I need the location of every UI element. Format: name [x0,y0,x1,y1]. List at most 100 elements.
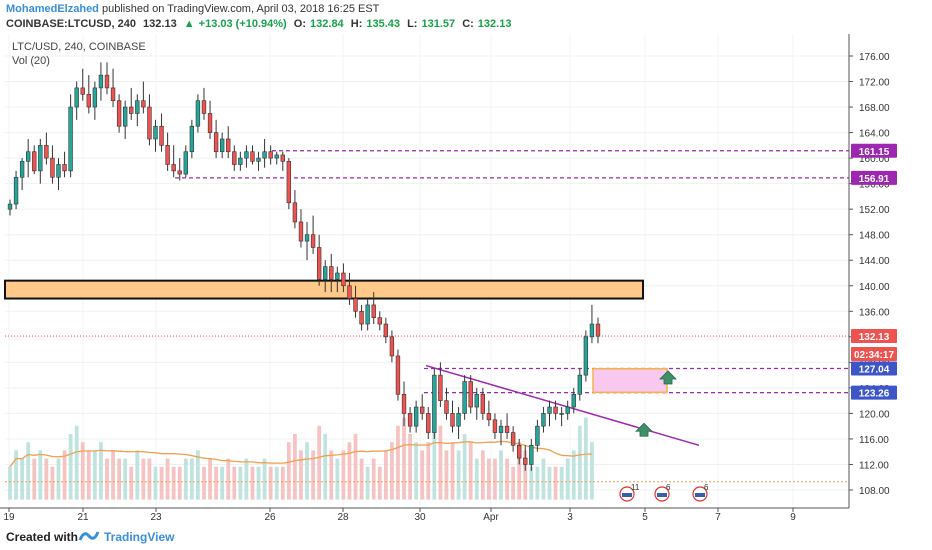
candle-body [468,381,473,408]
candle-body [110,87,116,101]
arrow-up-icon [635,422,653,437]
volume-bar [86,450,91,500]
volume-bar [390,442,394,500]
volume-bar [432,401,437,500]
volume-bar [426,442,431,500]
volume-bar [353,433,358,500]
candle-body [316,247,322,280]
candle-body [492,419,498,433]
candle-body [547,406,552,414]
close-label: C: [462,18,474,30]
candle-body [213,132,219,153]
candle-body [250,151,255,162]
candle-body [456,413,461,427]
price-axis-label-bg [851,328,897,343]
volume-bar [590,442,594,500]
volume-bar [147,458,152,500]
volume-bar [208,458,212,500]
price-tick-label: 160.00 [859,154,890,165]
candle-body [232,151,237,165]
candle-body [389,336,395,357]
resistance-zone [4,279,644,300]
candle-body [407,413,413,427]
tradingview-logo-icon [78,531,100,541]
price-tick-label: 120.00 [859,409,890,420]
candle-body [365,304,370,325]
low-value: 131.57 [421,18,456,30]
volume-bar [523,450,528,500]
volume-bar [129,466,134,500]
volume-bar [250,466,255,500]
volume-bar [159,466,164,500]
candle-body [347,285,352,299]
tradingview-link[interactable]: TradingView [104,530,175,544]
candle-body [529,445,534,465]
price-axis-label: 02:34:17 [854,350,894,361]
published-text: published on TradingView.com, April 03, … [101,3,380,15]
candles [7,62,601,471]
candle-body [201,100,207,114]
volume-bar [62,450,67,500]
volume-bar [341,450,346,500]
volume-bar [274,466,279,500]
volume-bar [299,450,303,500]
volume-bar [165,458,170,500]
volume-bar [347,442,352,500]
candle-body [377,317,382,325]
volume-bar [80,442,85,500]
volume-bar [189,458,194,500]
volume-bar [50,466,55,500]
volume-bar [268,466,273,500]
time-tick-label: 7 [715,512,721,523]
time-axis[interactable]: 19 21 23 26 28 30 Apr 3 5 7 9 [0,507,849,523]
volume-bar [238,466,243,500]
candle-body [56,164,61,178]
candle-body [553,406,558,414]
price-tick-label: 108.00 [859,486,890,497]
candle-body [68,106,73,172]
volume-bar [402,417,406,500]
candle-body [359,310,364,325]
change-value: +13.03 (+10.94%) [198,18,287,30]
volume-bar [99,442,103,500]
candle-body [280,154,285,162]
candle-body [498,425,504,433]
price-axis-label-bg [851,143,897,158]
candle-body [583,336,589,376]
candle-body [116,100,122,127]
volume-bar [377,466,382,500]
volume-bar [232,466,237,500]
candle-body [444,400,449,414]
volume-bar [408,433,412,500]
price-axis[interactable]: 108.00112.00116.00120.00124.00128.00132.… [848,34,897,508]
candle-body [504,425,510,433]
candle-body [523,457,528,465]
volume-bar [493,458,497,500]
volume-bar [474,458,479,500]
volume-bar [117,458,121,500]
candle-body [238,157,243,165]
volume-bar [56,458,61,500]
volume-bar [565,458,570,500]
symbol-label: COINBASE:LTCUSD, 240 [6,18,136,30]
time-tick-label: 19 [3,512,15,523]
volume-bar [317,425,322,500]
volume-bar [396,425,400,500]
volume-bar [92,450,97,500]
candle-body [50,157,55,178]
volume-bar [14,450,18,500]
candle-body [74,87,79,108]
candle-body [274,154,279,159]
author-link[interactable]: MohamedElzahed [6,3,99,15]
price-axis-label: 132.13 [859,332,890,343]
volume-bar [468,442,473,500]
volume-bars [8,401,594,500]
volume-bar [293,433,297,500]
volume-bar [547,466,552,500]
volume-bar [280,466,285,500]
volume-bar [105,458,109,500]
volume-bar [583,417,588,500]
volume-bar [329,450,334,500]
volume-bar [111,450,115,500]
